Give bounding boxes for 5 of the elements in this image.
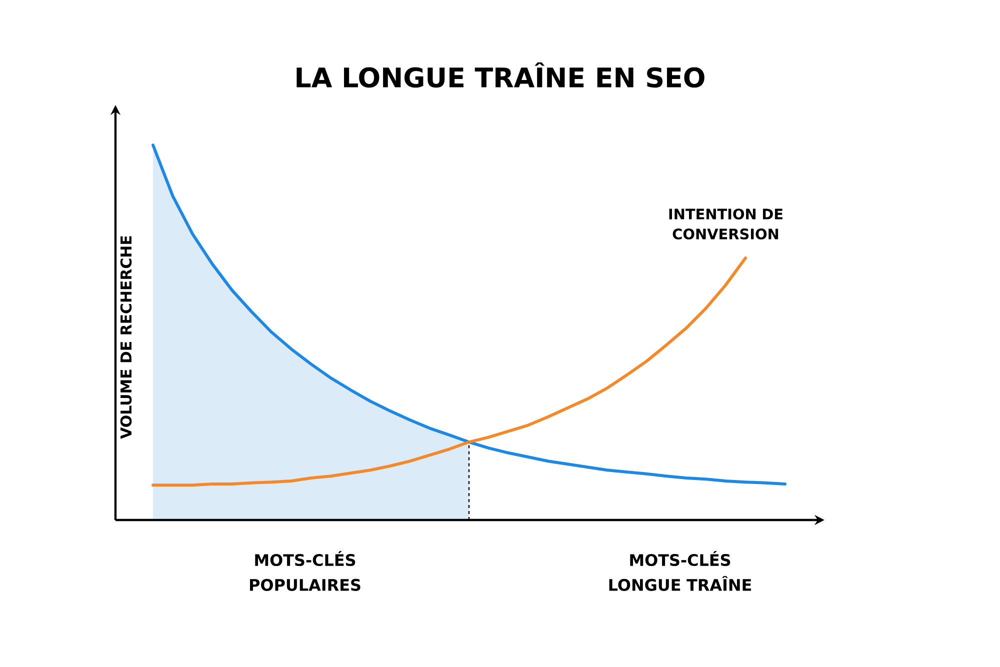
text: MOTS-CLÉS POPULAIRES [250,551,360,591]
chart-title: LA LONGUE TRAÎNE EN SEO [296,62,704,88]
y-axis-title: VOLUME DE RECHERCHE [120,236,132,439]
text: INTENTION DE CONVERSION [669,208,782,240]
text: MOTS-CLÉS LONGUE TRAÎNE [609,551,751,591]
